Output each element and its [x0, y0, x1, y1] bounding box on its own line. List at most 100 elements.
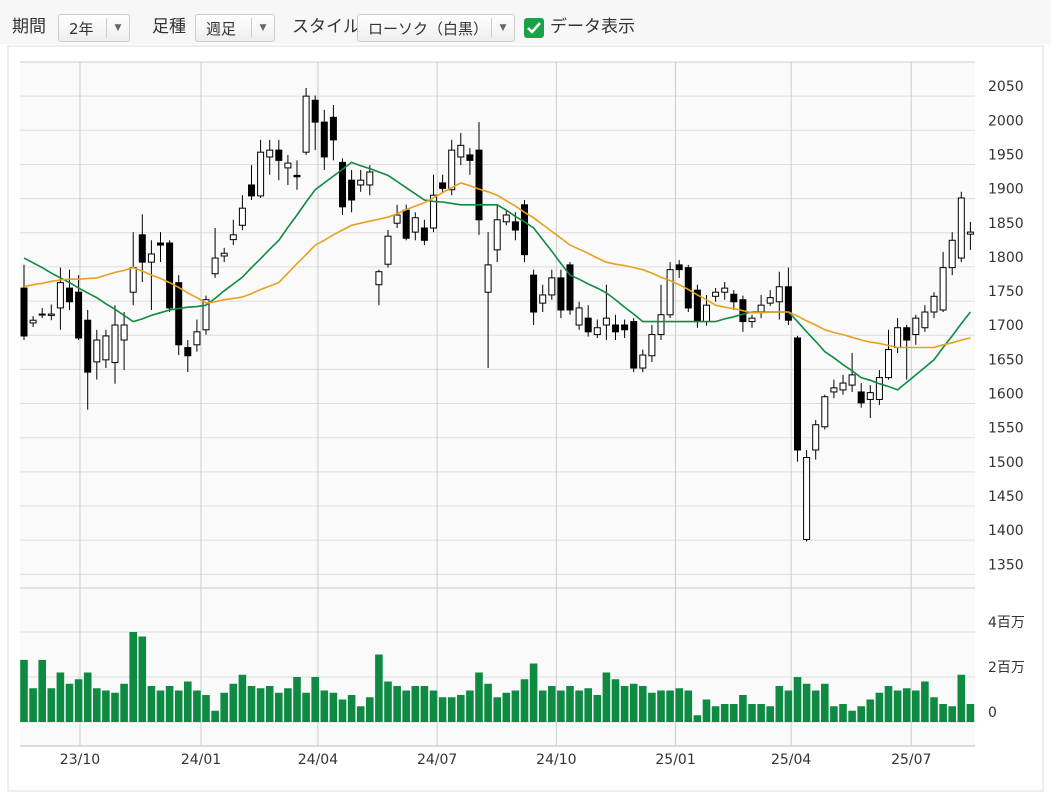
candle-body [147, 253, 155, 263]
volume-bar [174, 690, 183, 722]
volume-bar [748, 704, 756, 722]
candle-body [102, 335, 110, 361]
volume-bar [839, 704, 847, 722]
candle-body [56, 282, 64, 309]
candle-body [393, 214, 401, 224]
plot-area [20, 62, 975, 746]
candle-body [866, 392, 874, 400]
volume-bar [366, 697, 374, 722]
volume-bar [902, 688, 911, 722]
volume-bar [502, 692, 511, 722]
candle-body [930, 295, 938, 313]
volume-bar [356, 706, 365, 722]
volume-bar [830, 706, 838, 722]
candle-body [402, 209, 410, 239]
volume-bar [611, 679, 620, 722]
candle-body [157, 242, 164, 246]
candle-body [366, 171, 374, 186]
candle-body [493, 219, 501, 251]
volume-tick-label: 2百万 [988, 660, 1025, 676]
y-tick-label: 1500 [988, 455, 1024, 471]
candle-body [602, 317, 610, 326]
toolbar: 期間 2年 ▼ 足種 週足 ▼ スタイル ローソク（白黒） ▼ データ表示 [0, 0, 1051, 44]
candle-body [875, 377, 883, 400]
volume-bar [766, 706, 774, 722]
volume-bar [666, 690, 674, 722]
volume-bar [256, 688, 265, 722]
data-label[interactable]: データ表示 [550, 17, 635, 37]
volume-bar [602, 672, 611, 722]
period-value: 2年 [69, 20, 94, 38]
volume-bar [675, 688, 683, 722]
volume-bar [284, 688, 292, 722]
candle-body [684, 267, 692, 309]
candle-body [803, 457, 811, 540]
style-select[interactable]: ローソク（白黒） ▼ [357, 14, 515, 42]
candle-body [411, 217, 419, 233]
volume-bar [966, 704, 975, 722]
candle-body [120, 324, 128, 341]
candle-body [948, 239, 956, 269]
volume-bar [393, 686, 401, 722]
candle-body [530, 274, 538, 313]
volume-bar [411, 686, 420, 722]
period-label: 期間 [12, 17, 46, 37]
candle-body [439, 182, 447, 189]
candle-body [430, 194, 437, 229]
volume-bar [184, 681, 192, 722]
volume-bar [293, 677, 301, 722]
interval-select[interactable]: 週足 ▼ [195, 14, 275, 42]
volume-bar [247, 686, 256, 722]
volume-bar [593, 695, 602, 722]
candle-body [666, 269, 674, 316]
volume-bar [730, 704, 738, 722]
volume-bar [329, 692, 338, 722]
candle-body [138, 234, 146, 263]
candle-body [812, 424, 820, 451]
candle-body [248, 184, 255, 197]
volume-bar [338, 699, 347, 722]
volume-bar [921, 681, 929, 722]
volume-bar [56, 672, 65, 722]
candle-body [384, 235, 392, 265]
volume-bar [757, 704, 765, 722]
y-tick-label: 1750 [988, 284, 1024, 300]
volume-bar [538, 690, 547, 722]
candle-body [885, 349, 892, 379]
candle-body [20, 287, 28, 337]
candle-body [448, 149, 456, 191]
volume-bar [347, 695, 356, 722]
period-select[interactable]: 2年 ▼ [58, 14, 130, 42]
candle-body [894, 327, 902, 349]
candle-body [329, 116, 337, 141]
candle-body [730, 293, 738, 303]
volume-bar [202, 695, 210, 722]
candle-body [721, 287, 729, 293]
volume-bar [566, 686, 574, 722]
volume-bar [684, 690, 693, 722]
volume-bar [848, 710, 856, 722]
volume-bar [939, 704, 947, 722]
volume-bar [866, 699, 875, 722]
candle-body [912, 317, 920, 336]
volume-bar [93, 688, 101, 722]
volume-bar [384, 681, 392, 722]
volume-bar [811, 690, 820, 722]
volume-bar [211, 710, 219, 722]
volume-bar [648, 692, 656, 722]
x-tick-label: 25/04 [771, 752, 811, 768]
candle-body [84, 319, 92, 373]
y-tick-label: 1800 [988, 250, 1024, 266]
y-tick-label: 1400 [988, 523, 1024, 539]
candle-body [966, 231, 974, 235]
volume-bar [111, 692, 119, 722]
candle-body [821, 396, 829, 428]
volume-bar [138, 636, 147, 722]
volume-bar [220, 692, 228, 722]
candle-body [202, 299, 210, 331]
data-checkbox[interactable] [524, 18, 544, 38]
candle-body [939, 267, 947, 311]
volume-bar [311, 677, 319, 722]
volume-bar [429, 690, 438, 722]
y-tick-label: 1650 [988, 352, 1024, 368]
